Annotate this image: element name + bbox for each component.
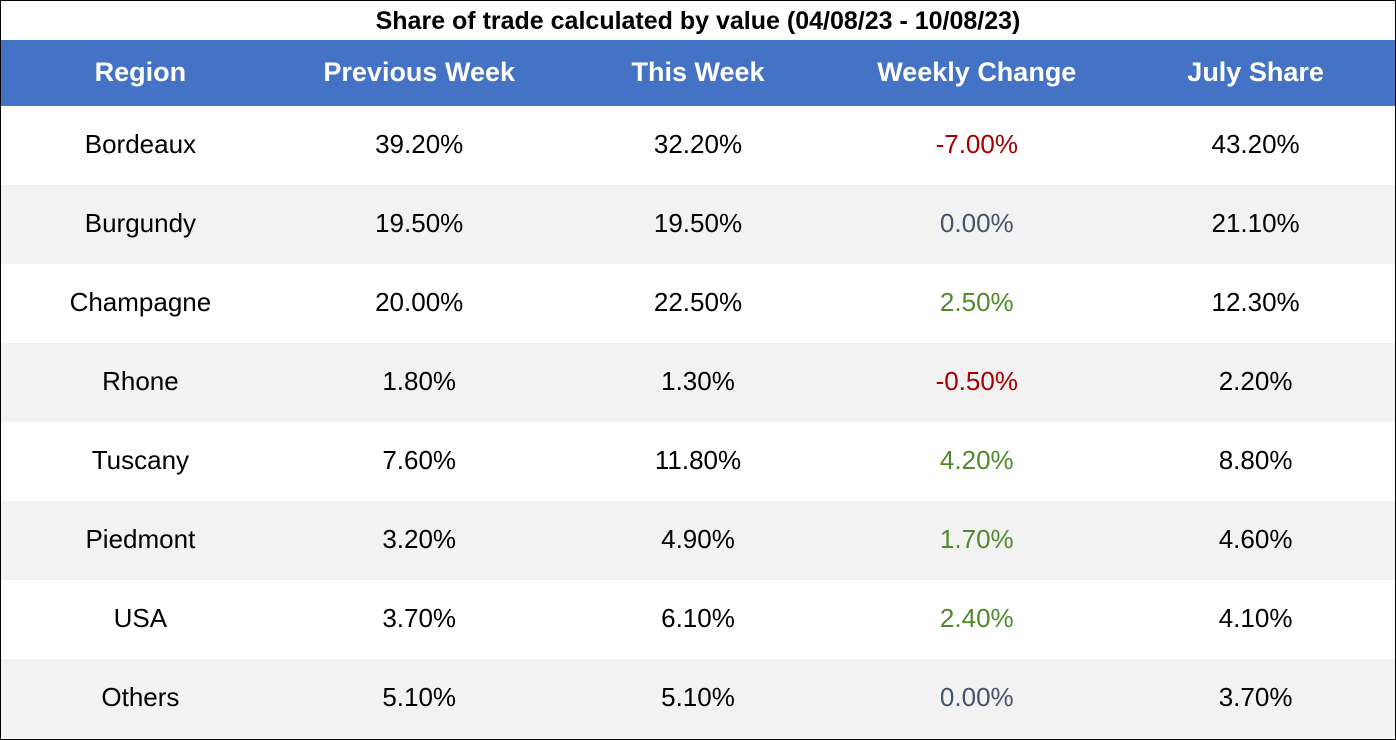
table-row: Tuscany 7.60% 11.80% 4.20% 8.80%: [1, 422, 1395, 501]
cell-weekly-change: 2.40%: [939, 603, 1014, 633]
column-header-weekly-change: Weekly Change: [877, 56, 1077, 87]
cell-previous-week: 3.20%: [382, 524, 457, 554]
table-title: Share of trade calculated by value (04/0…: [375, 7, 1021, 35]
cell-weekly-change: 0.00%: [939, 208, 1014, 238]
cell-this-week: 32.20%: [653, 129, 743, 159]
cell-this-week: 19.50%: [653, 208, 743, 238]
cell-july-share: 21.10%: [1211, 208, 1300, 238]
table-header-row: Region Previous Week This Week Weekly Ch…: [1, 40, 1395, 106]
cell-previous-week: 20.00%: [375, 287, 464, 317]
cell-this-week: 22.50%: [653, 287, 743, 317]
cell-weekly-change: 4.20%: [939, 445, 1014, 475]
cell-region: Champagne: [69, 287, 212, 317]
cell-previous-week: 39.20%: [375, 129, 464, 159]
cell-july-share: 3.70%: [1218, 682, 1293, 712]
cell-this-week: 1.30%: [661, 366, 735, 396]
cell-weekly-change: 1.70%: [939, 524, 1014, 554]
cell-weekly-change: -7.00%: [935, 129, 1018, 159]
cell-previous-week: 3.70%: [382, 603, 457, 633]
cell-region: Rhone: [102, 366, 179, 396]
cell-previous-week: 5.10%: [382, 682, 457, 712]
cell-weekly-change: 2.50%: [939, 287, 1014, 317]
cell-region: USA: [113, 603, 168, 633]
cell-july-share: 4.60%: [1218, 524, 1293, 554]
table-row: Rhone 1.80% 1.30% -0.50% 2.20%: [1, 343, 1395, 422]
cell-region: Piedmont: [85, 524, 196, 554]
column-header-this-week: This Week: [631, 56, 765, 87]
table-row: Others 5.10% 5.10% 0.00% 3.70%: [1, 659, 1395, 738]
column-header-region: Region: [94, 56, 187, 87]
cell-region: Burgundy: [84, 208, 197, 238]
cell-this-week: 4.90%: [661, 524, 735, 554]
table-row: USA 3.70% 6.10% 2.40% 4.10%: [1, 580, 1395, 659]
cell-previous-week: 7.60%: [382, 445, 457, 475]
cell-this-week: 5.10%: [661, 682, 735, 712]
cell-july-share: 12.30%: [1211, 287, 1300, 317]
trade-share-table: Region Previous Week This Week Weekly Ch…: [1, 40, 1395, 738]
cell-region: Bordeaux: [84, 129, 197, 159]
cell-this-week: 6.10%: [661, 603, 735, 633]
cell-july-share: 2.20%: [1218, 366, 1293, 396]
cell-this-week: 11.80%: [654, 445, 742, 475]
table-row: Champagne 20.00% 22.50% 2.50% 12.30%: [1, 264, 1395, 343]
cell-previous-week: 1.80%: [382, 366, 457, 396]
cell-previous-week: 19.50%: [375, 208, 464, 238]
table-row: Burgundy 19.50% 19.50% 0.00% 21.10%: [1, 185, 1395, 264]
table-row: Piedmont 3.20% 4.90% 1.70% 4.60%: [1, 501, 1395, 580]
cell-july-share: 8.80%: [1218, 445, 1293, 475]
table-row: Bordeaux 39.20% 32.20% -7.00% 43.20%: [1, 106, 1395, 185]
column-header-previous-week: Previous Week: [323, 56, 515, 87]
cell-july-share: 4.10%: [1218, 603, 1293, 633]
cell-weekly-change: 0.00%: [939, 682, 1014, 712]
column-header-july-share: July Share: [1187, 56, 1324, 87]
cell-weekly-change: -0.50%: [935, 366, 1018, 396]
cell-july-share: 43.20%: [1211, 129, 1300, 159]
cell-region: Tuscany: [91, 445, 190, 475]
cell-region: Others: [101, 682, 180, 712]
table-body: Bordeaux 39.20% 32.20% -7.00% 43.20% Burgundy…: [1, 106, 1395, 738]
